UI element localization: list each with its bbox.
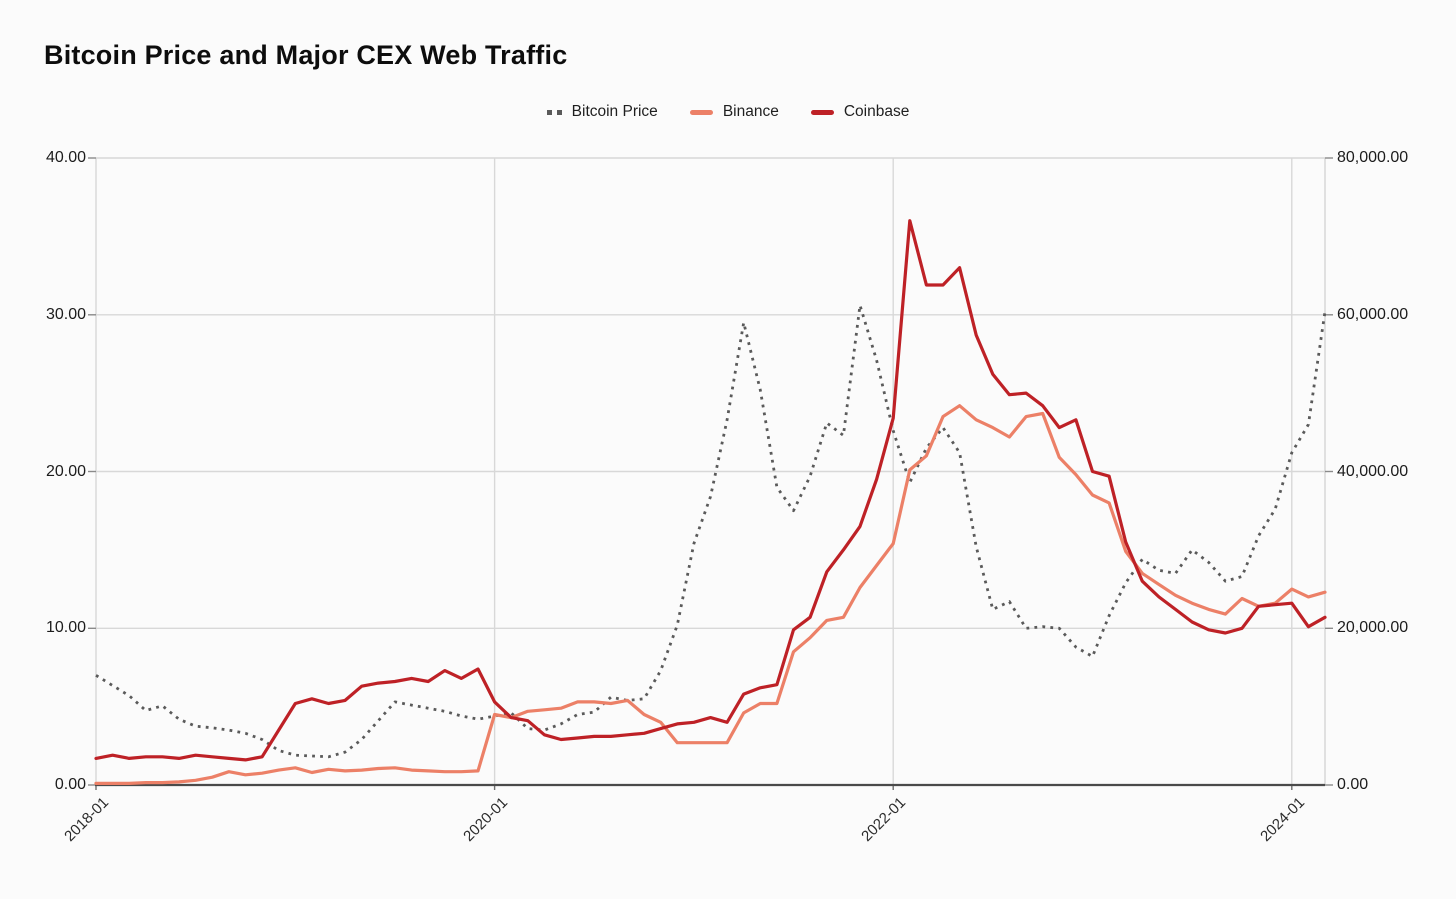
series-coinbase-line [94, 219, 1327, 762]
legend-label-bitcoin-price: Bitcoin Price [571, 103, 658, 120]
series-binance-line [94, 404, 1327, 785]
right-axis-tick-label: 60,000.00 [1337, 305, 1409, 323]
left-axis-tick-label: 0.00 [54, 776, 86, 793]
right-axis-tick-label: 40,000.00 [1337, 462, 1409, 480]
left-axis-tick-label: 30.00 [45, 305, 86, 323]
left-axis-tick-label: 40.00 [45, 149, 86, 166]
left-axis-tick-label: 20.00 [45, 462, 86, 480]
legend-item-bitcoin-price[interactable]: Bitcoin Price [546, 103, 658, 121]
binance-line-icon [689, 109, 713, 115]
legend-item-coinbase[interactable]: Coinbase [810, 103, 910, 121]
series-bitcoin-price-line [95, 303, 1327, 759]
legend-label-binance: Binance [722, 103, 779, 120]
right-axis-tick-label: 80,000.00 [1337, 149, 1409, 166]
legend-item-binance[interactable]: Binance [689, 103, 779, 121]
left-axis-tick-label: 10.00 [45, 619, 86, 637]
right-axis-tick-label: 20,000.00 [1337, 619, 1409, 637]
right-axis-tick-label: 0.00 [1337, 776, 1369, 793]
chart-title: Bitcoin Price and Major CEX Web Traffic [44, 40, 568, 70]
coinbase-line-icon [810, 109, 834, 115]
bitcoin-price-dotted-line-icon [546, 109, 562, 115]
legend-label-coinbase: Coinbase [843, 103, 910, 120]
legend: Bitcoin Price Binance Coinbase [0, 103, 1456, 121]
